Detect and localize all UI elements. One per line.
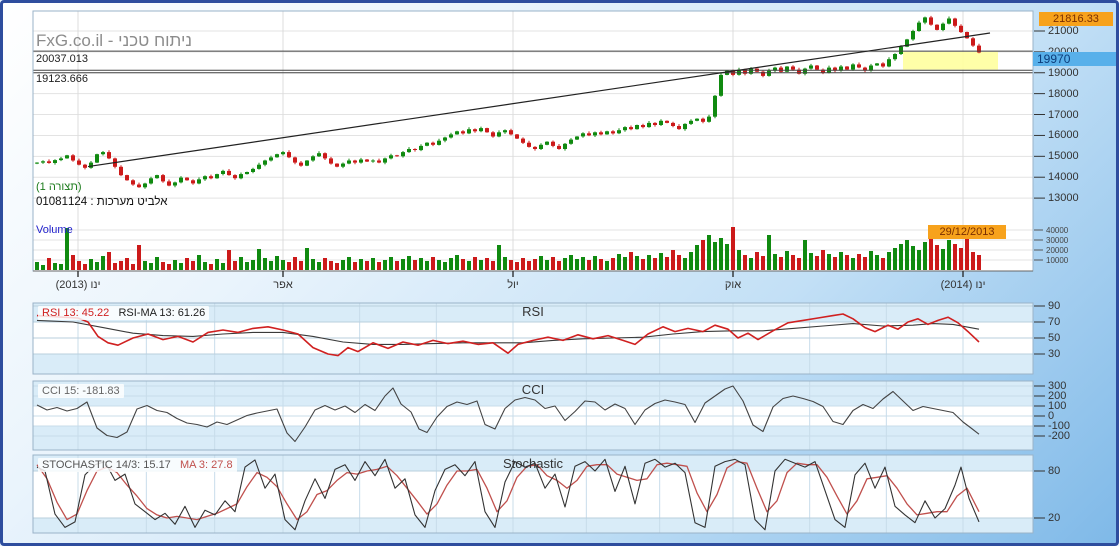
last-price-badge: 19970 bbox=[1033, 52, 1116, 66]
axis-tick-label: 70 bbox=[1048, 316, 1061, 328]
date-badge: 29/12/2013 bbox=[928, 225, 1006, 239]
stochastic-legend: STOCHASTIC 14/3: 15.17 MA 3: 27.8 bbox=[38, 458, 237, 473]
axis-tick-label: 15000 bbox=[1048, 150, 1079, 163]
axis-tick-label: -100 bbox=[1048, 420, 1071, 432]
x-axis-month-label: ינו (2014) bbox=[940, 279, 986, 291]
stochastic-legend-k: STOCHASTIC 14/3: 15.17 bbox=[42, 459, 171, 471]
axis-tick-label: 40000 bbox=[1046, 226, 1069, 235]
axis-tick-label: 10000 bbox=[1046, 256, 1069, 265]
instrument-name: אלביט מערכות : 01081124 bbox=[36, 196, 168, 208]
axis-tick-label: 300 bbox=[1048, 380, 1067, 392]
axis-tick-label: 18000 bbox=[1048, 87, 1079, 100]
axis-tick-label: 80 bbox=[1048, 465, 1061, 477]
axis-tick-label: 20 bbox=[1048, 512, 1061, 524]
axis-tick-label: 19000 bbox=[1048, 66, 1079, 79]
axis-tick-label: 13000 bbox=[1048, 192, 1079, 205]
stochastic-panel-title: Stochastic bbox=[503, 456, 563, 471]
volume-chart-area[interactable] bbox=[33, 223, 1033, 271]
rsi-legend: RSI 13: 45.22 RSI-MA 13: 61.26 bbox=[38, 306, 210, 321]
x-axis-month-label: יול bbox=[507, 279, 519, 291]
axis-tick-label: 200 bbox=[1048, 390, 1067, 402]
rsi-legend-line: RSI 13: 45.22 bbox=[42, 307, 110, 319]
high-price-badge: 21816.33 bbox=[1039, 12, 1113, 26]
axis-tick-label: 90 bbox=[1048, 300, 1061, 312]
cci-legend: CCI 15: -181.83 bbox=[38, 384, 124, 399]
rsi-legend-ma: RSI-MA 13: 61.26 bbox=[118, 307, 206, 319]
chart-canvas-svg bbox=[32, 10, 1045, 534]
axis-tick-label: 50 bbox=[1048, 332, 1061, 344]
volume-label: Volume bbox=[36, 224, 73, 236]
x-axis-month-label: ינו (2013) bbox=[55, 279, 101, 291]
level-label-lower: 19123.666 bbox=[36, 73, 88, 85]
x-axis-month-label: אפר bbox=[273, 279, 293, 291]
stochastic-legend-ma: MA 3: 27.8 bbox=[179, 459, 233, 471]
axis-tick-label: 16000 bbox=[1048, 129, 1079, 142]
axis-tick-label: 20000 bbox=[1046, 246, 1069, 255]
axis-tick-label: 30000 bbox=[1046, 236, 1069, 245]
cci-panel-title: CCI bbox=[521, 382, 545, 397]
axis-tick-label: 21000 bbox=[1048, 25, 1079, 37]
axis-tick-label: 17000 bbox=[1048, 108, 1079, 121]
x-axis-month-label: אוק bbox=[724, 279, 742, 291]
site-title: FxG.co.il - ניתוח טכני bbox=[36, 31, 192, 50]
level-label-upper: 20037.013 bbox=[36, 53, 88, 65]
axis-tick-label: 0 bbox=[1048, 410, 1055, 422]
axis-tick-label: 100 bbox=[1048, 400, 1067, 412]
axis-tick-label: -200 bbox=[1048, 430, 1071, 442]
config-label: (תצורה 1) bbox=[36, 181, 82, 193]
axis-tick-label: 30 bbox=[1048, 348, 1061, 360]
rsi-panel-title: RSI bbox=[522, 304, 544, 319]
axis-tick-label: 14000 bbox=[1048, 171, 1079, 184]
